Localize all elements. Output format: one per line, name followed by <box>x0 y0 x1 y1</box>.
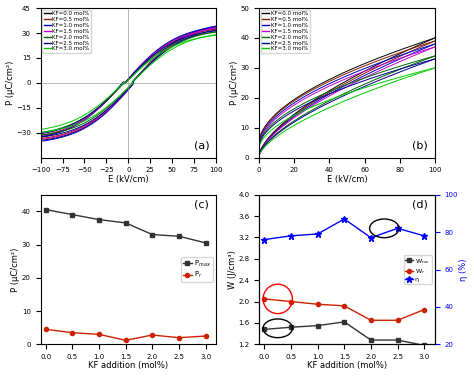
Line: W$_{rec}$: W$_{rec}$ <box>262 320 426 347</box>
Text: (a): (a) <box>194 140 209 150</box>
η <box>262 237 267 242</box>
P$_{max}$ <box>176 234 182 238</box>
X-axis label: E (kV/cm): E (kV/cm) <box>327 175 367 184</box>
P$_{max}$ <box>43 208 49 212</box>
Line: W$_{r}$: W$_{r}$ <box>262 297 426 322</box>
Line: P$_{r}$: P$_{r}$ <box>44 327 208 343</box>
X-axis label: KF addition (mol%): KF addition (mol%) <box>88 361 168 370</box>
P$_{max}$ <box>149 232 155 237</box>
W$_{r}$ <box>262 297 267 301</box>
W$_{rec}$ <box>395 338 401 342</box>
W$_{rec}$ <box>262 327 267 332</box>
P$_{max}$ <box>123 221 128 225</box>
η <box>421 233 427 238</box>
Line: η: η <box>261 215 428 243</box>
P$_{r}$ <box>176 335 182 340</box>
Text: (c): (c) <box>194 199 209 209</box>
W$_{r}$ <box>395 318 401 323</box>
η <box>395 226 401 230</box>
X-axis label: E (kV/cm): E (kV/cm) <box>108 175 149 184</box>
η <box>368 235 374 240</box>
Text: (d): (d) <box>412 199 428 209</box>
P$_{max}$ <box>96 217 102 222</box>
P$_{max}$ <box>203 241 209 245</box>
W$_{rec}$ <box>341 320 347 324</box>
P$_{r}$ <box>149 333 155 337</box>
W$_{rec}$ <box>288 325 294 329</box>
W$_{rec}$ <box>421 343 427 348</box>
W$_{rec}$ <box>368 338 374 342</box>
P$_{r}$ <box>123 338 128 343</box>
Legend: KF=0.0 mol%, KF=0.5 mol%, KF=1.0 mol%, KF=1.5 mol%, KF=2.0 mol%, KF=2.5 mol%, KF: KF=0.0 mol%, KF=0.5 mol%, KF=1.0 mol%, K… <box>261 10 310 53</box>
Line: P$_{max}$: P$_{max}$ <box>44 208 208 245</box>
η <box>315 232 320 236</box>
η <box>341 217 347 221</box>
W$_{r}$ <box>421 307 427 312</box>
P$_{r}$ <box>43 327 49 332</box>
Y-axis label: η (%): η (%) <box>459 258 468 281</box>
P$_{r}$ <box>70 331 75 335</box>
W$_{r}$ <box>341 303 347 308</box>
P$_{r}$ <box>96 332 102 337</box>
P$_{max}$ <box>70 212 75 217</box>
W$_{rec}$ <box>315 323 320 328</box>
W$_{r}$ <box>288 299 294 304</box>
P$_{r}$ <box>203 334 209 338</box>
W$_{r}$ <box>368 318 374 323</box>
Legend: W$_{rec}$, W$_{r}$, η: W$_{rec}$, W$_{r}$, η <box>403 255 432 284</box>
W$_{r}$ <box>315 302 320 306</box>
Text: (b): (b) <box>412 140 428 150</box>
η <box>288 233 294 238</box>
Y-axis label: P (μC/cm²): P (μC/cm²) <box>6 61 15 105</box>
Y-axis label: P (μC/cm²): P (μC/cm²) <box>230 61 239 105</box>
Legend: P$_{max}$, P$_{r}$: P$_{max}$, P$_{r}$ <box>181 256 213 282</box>
Y-axis label: P (μC/cm²): P (μC/cm²) <box>11 247 20 292</box>
Y-axis label: W (J/cm³): W (J/cm³) <box>228 250 237 289</box>
X-axis label: KF addition (mol%): KF addition (mol%) <box>307 361 387 370</box>
Legend: KF=0.0 mol%, KF=0.5 mol%, KF=1.0 mol%, KF=1.5 mol%, KF=2.0 mol%, KF=2.5 mol%, KF: KF=0.0 mol%, KF=0.5 mol%, KF=1.0 mol%, K… <box>42 10 91 53</box>
